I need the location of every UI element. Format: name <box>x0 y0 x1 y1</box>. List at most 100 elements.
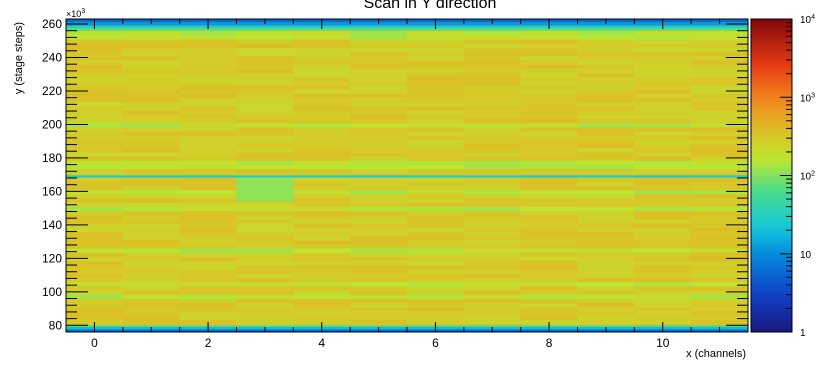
heatmap-cell <box>634 298 692 304</box>
heatmap-cell <box>350 294 408 299</box>
heatmap-cell <box>691 43 748 48</box>
heatmap-cell <box>179 202 237 207</box>
heatmap-cell <box>350 80 408 86</box>
heatmap-cell <box>634 206 692 212</box>
heatmap-cell <box>66 269 124 274</box>
colorbar-axis: 1 10 102 103 104 <box>780 14 815 339</box>
heatmap-cell <box>691 51 748 57</box>
heatmap-cell <box>577 311 635 316</box>
heatmap-cell <box>407 80 465 86</box>
heatmap-cell <box>407 122 465 128</box>
heatmap-cell <box>463 302 522 308</box>
heatmap-cell <box>350 231 408 237</box>
heatmap-cell <box>293 68 351 73</box>
heatmap-cell <box>463 30 522 36</box>
heatmap-cell <box>634 106 692 111</box>
heatmap-cell <box>66 311 124 316</box>
heatmap-cell <box>463 239 522 245</box>
heatmap-cell <box>691 185 748 191</box>
heatmap-cell <box>122 93 181 99</box>
heatmap-cell <box>520 189 578 195</box>
heatmap-cell <box>577 277 635 283</box>
heatmap-cell <box>122 265 181 270</box>
heatmap-cell <box>293 156 351 161</box>
heatmap-cell <box>577 177 635 182</box>
heatmap-cell <box>407 172 465 178</box>
y-tick-label: 120 <box>42 251 62 265</box>
heatmap-cell <box>122 306 181 312</box>
heatmap-cell <box>66 185 124 191</box>
heatmap-cell <box>577 34 635 40</box>
heatmap-cell <box>350 223 408 228</box>
heatmap-cell <box>236 160 294 166</box>
heatmap-cell <box>463 260 522 266</box>
heatmap-cell <box>634 319 692 325</box>
heatmap-cell <box>122 315 181 320</box>
heatmap-cell <box>577 64 635 69</box>
x-tick-label: 4 <box>318 336 325 350</box>
heatmap-cell <box>634 248 692 253</box>
heatmap-cell <box>691 93 748 99</box>
heatmap-cell <box>350 181 408 186</box>
heatmap-cell <box>691 202 748 207</box>
heatmap-cell <box>691 114 748 119</box>
heatmap-cell <box>577 139 635 145</box>
heatmap-cell <box>691 101 748 107</box>
heatmap-cell <box>520 43 578 48</box>
heatmap-cell <box>634 118 692 124</box>
heatmap-cell <box>520 219 578 224</box>
heatmap-cell <box>691 248 748 253</box>
heatmap-cell <box>236 147 294 153</box>
heatmap-cell <box>634 152 692 157</box>
heatmap-cell <box>293 114 351 119</box>
heatmap-cell <box>293 311 351 316</box>
heatmap-cell <box>407 106 465 111</box>
heatmap-cell <box>179 223 237 228</box>
heatmap-cell <box>122 34 181 40</box>
heatmap-cell <box>577 76 635 82</box>
heatmap-cell <box>691 139 748 145</box>
heatmap-cell <box>407 97 465 103</box>
heatmap-cell <box>407 118 465 124</box>
heatmap-cell <box>691 223 748 228</box>
heatmap-cell <box>293 101 351 107</box>
heatmap-cell <box>293 277 351 283</box>
heatmap-cell <box>463 298 522 304</box>
heatmap-cell <box>463 34 522 40</box>
heatmap-cell <box>463 252 522 258</box>
heatmap-cell <box>407 135 465 140</box>
heatmap-cell <box>520 101 578 107</box>
heatmap-cell <box>350 214 408 220</box>
heatmap-cell <box>634 172 692 178</box>
heatmap-cell <box>179 193 237 199</box>
heatmap-cell <box>520 51 578 57</box>
heatmap-cell <box>122 101 181 107</box>
heatmap-cell <box>691 181 748 186</box>
heatmap-cell <box>179 89 237 94</box>
heatmap-cell <box>236 101 294 107</box>
heatmap-cell <box>179 135 237 140</box>
heatmap-cell <box>236 97 294 103</box>
heatmap-cell <box>179 265 237 270</box>
heatmap-cell <box>293 193 351 199</box>
heatmap-cell <box>520 227 578 232</box>
heatmap-cell <box>350 51 408 57</box>
heatmap-cell <box>122 55 181 61</box>
y-tick-label: 200 <box>42 117 62 131</box>
heatmap-cell <box>463 168 522 174</box>
heatmap-cell <box>634 43 692 48</box>
heatmap-cell <box>520 85 578 90</box>
heatmap-cell <box>691 122 748 128</box>
heatmap-cell <box>691 290 748 295</box>
heatmap-cell <box>122 118 181 124</box>
heatmap-cell <box>122 294 181 299</box>
colorbar-tick-exponent: 2 <box>811 171 815 178</box>
heatmap-cell <box>179 72 237 78</box>
heatmap-cell <box>520 118 578 124</box>
heatmap-cell <box>691 131 748 136</box>
heatmap-cell <box>179 252 237 258</box>
heatmap-cell <box>577 101 635 107</box>
x-tick-label: 10 <box>656 336 670 350</box>
heatmap-cell <box>463 244 522 249</box>
heatmap-cell <box>236 219 294 224</box>
